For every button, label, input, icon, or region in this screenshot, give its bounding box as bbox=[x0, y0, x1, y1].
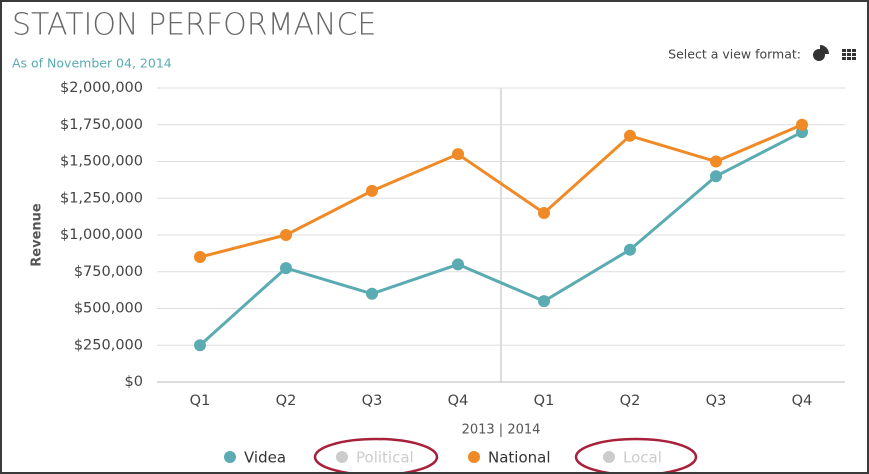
y-tick-label: $750,000 bbox=[74, 264, 143, 280]
legend-label[interactable]: Local bbox=[623, 449, 662, 467]
legend-label[interactable]: National bbox=[488, 449, 551, 467]
year-group-label: 2013 | 2014 bbox=[462, 423, 541, 438]
series-line bbox=[199, 123, 803, 259]
data-point bbox=[452, 258, 464, 271]
legend-label[interactable]: Videa bbox=[244, 449, 286, 467]
x-tick-label: Q2 bbox=[620, 393, 641, 409]
legend-label[interactable]: Political bbox=[356, 449, 414, 467]
y-tick-label: $250,000 bbox=[74, 337, 143, 353]
y-tick-label: $1,750,000 bbox=[60, 117, 143, 133]
x-tick-label: Q1 bbox=[534, 393, 555, 409]
x-tick-label: Q3 bbox=[362, 393, 383, 409]
legend-marker[interactable] bbox=[336, 451, 348, 463]
data-point bbox=[624, 243, 636, 256]
y-tick-label: $2,000,000 bbox=[60, 80, 143, 96]
pie-view-button[interactable] bbox=[813, 45, 829, 61]
data-point bbox=[366, 184, 378, 197]
data-point bbox=[624, 129, 636, 142]
as-of-date: As of November 04, 2014 bbox=[12, 56, 172, 71]
data-point bbox=[194, 251, 206, 264]
x-tick-label: Q4 bbox=[792, 393, 813, 409]
y-tick-label: $1,500,000 bbox=[60, 154, 143, 170]
data-point bbox=[710, 170, 722, 183]
highlight-ellipse bbox=[574, 437, 698, 472]
legend-marker[interactable] bbox=[468, 451, 480, 463]
data-point bbox=[796, 118, 808, 131]
x-tick-label: Q1 bbox=[190, 393, 211, 409]
legend-marker[interactable] bbox=[603, 451, 615, 463]
y-tick-label: $1,250,000 bbox=[60, 190, 143, 206]
data-point bbox=[538, 206, 550, 219]
view-format-label: Select a view format: bbox=[668, 47, 801, 62]
data-point bbox=[280, 262, 292, 275]
data-point bbox=[366, 287, 378, 300]
data-point bbox=[452, 148, 464, 161]
y-tick-label: $0 bbox=[125, 374, 143, 390]
series-line bbox=[198, 130, 803, 347]
y-tick-label: $500,000 bbox=[74, 301, 143, 317]
x-tick-label: Q4 bbox=[448, 393, 469, 409]
table-view-button[interactable] bbox=[842, 49, 856, 60]
y-axis-label: Revenue bbox=[30, 203, 45, 267]
legend-marker[interactable] bbox=[224, 451, 236, 463]
data-point bbox=[710, 155, 722, 168]
data-point bbox=[194, 339, 206, 352]
page-title: STATION PERFORMANCE bbox=[12, 8, 376, 43]
data-point bbox=[538, 295, 550, 308]
x-tick-label: Q3 bbox=[706, 393, 727, 409]
x-tick-label: Q2 bbox=[276, 393, 297, 409]
y-tick-label: $1,000,000 bbox=[60, 227, 143, 243]
highlight-ellipse bbox=[313, 437, 439, 472]
data-point bbox=[280, 229, 292, 241]
